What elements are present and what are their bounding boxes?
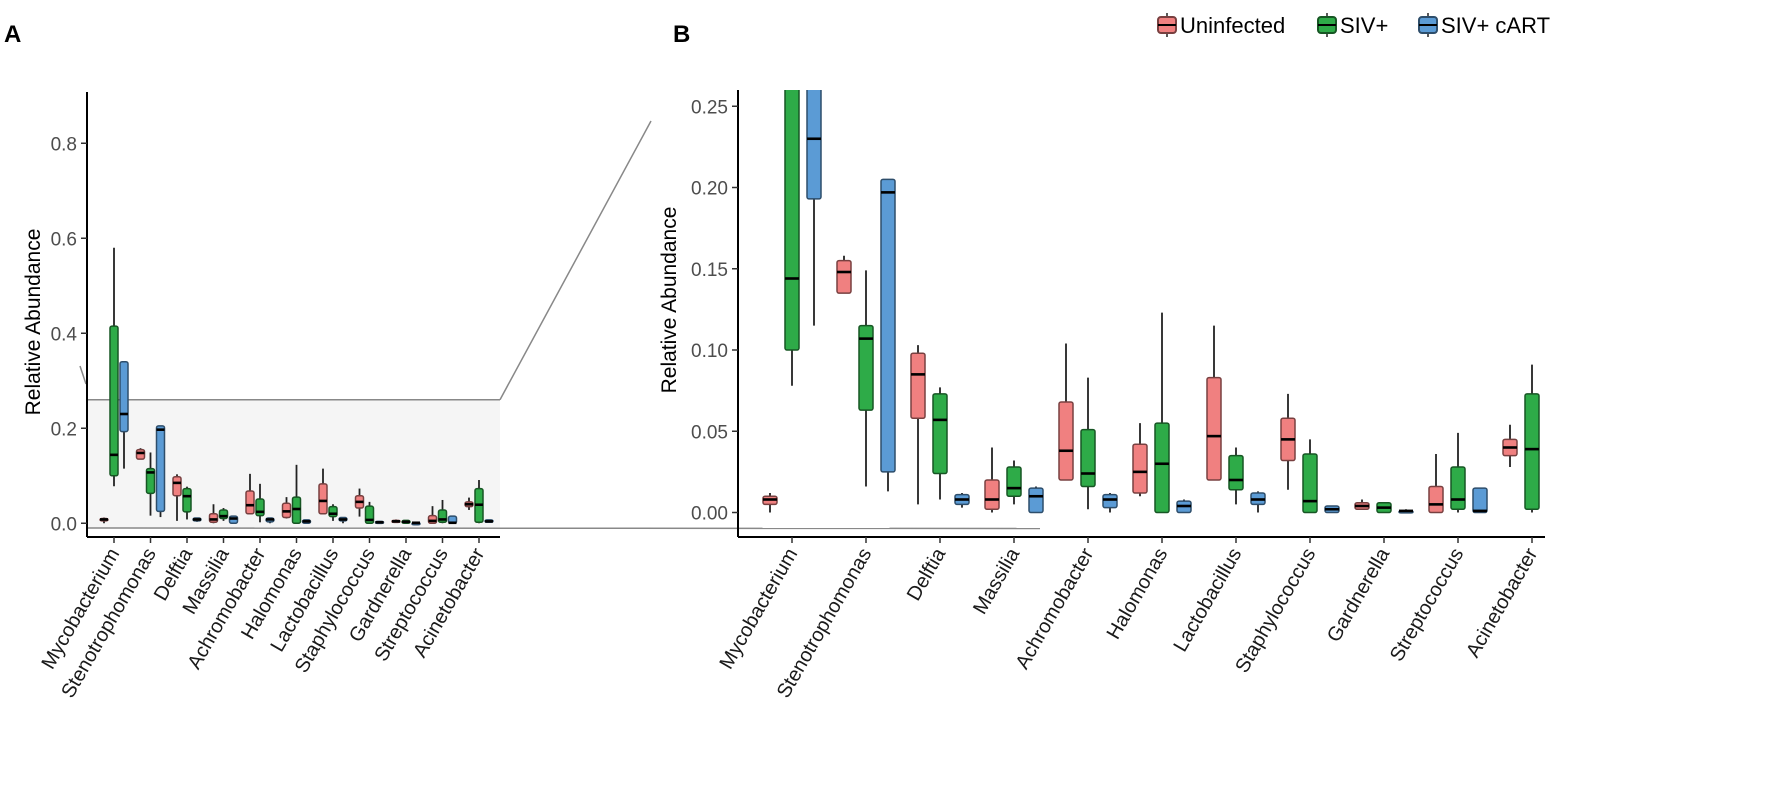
box-siv-: [255, 498, 265, 517]
box-siv-cart: [1472, 487, 1488, 514]
box-uninfected: [1132, 443, 1148, 494]
category-label: Streptococcus: [1386, 545, 1468, 666]
y-tick-label: 0.4: [51, 324, 78, 345]
box-siv-cart: [155, 425, 166, 513]
category-label: Staphylococcus: [1231, 545, 1320, 677]
legend: Uninfected SIV+ SIV+ cART: [1157, 13, 1550, 38]
y-tick-label: 0.10: [691, 341, 728, 362]
boxes-layer: [99, 247, 494, 526]
box-siv-: [1006, 466, 1022, 497]
legend-label: Uninfected: [1180, 13, 1285, 38]
y-tick-label: 0.15: [691, 260, 728, 281]
box-siv-: [858, 324, 874, 411]
legend-label: SIV+ cART: [1441, 13, 1550, 38]
legend-key-uninfected: [1157, 13, 1177, 37]
box-siv-: [1228, 454, 1244, 491]
category-label: Delftia: [903, 544, 951, 605]
box-uninfected: [208, 513, 219, 524]
y-axis-title: Relative Abundance: [658, 207, 681, 394]
box-siv-: [1080, 428, 1096, 488]
legend-label: SIV+: [1340, 13, 1388, 38]
box-siv-: [182, 487, 192, 513]
legend-key-siv-cart: [1418, 13, 1438, 37]
y-tick-label: 0.8: [51, 134, 77, 155]
box-siv-cart: [806, 90, 822, 200]
box-siv-: [932, 393, 948, 475]
box-uninfected: [1428, 485, 1444, 514]
box-siv-: [145, 467, 156, 495]
category-label: Achromobacter: [1011, 544, 1098, 673]
box-siv-: [1154, 422, 1170, 514]
zoom-bottom-line: [86, 527, 1041, 530]
box-uninfected: [135, 448, 146, 460]
box-siv-: [1450, 466, 1466, 510]
boxes-layer: [762, 90, 1561, 514]
y-tick-label: 0.00: [691, 504, 728, 525]
zoom-connector-line: [499, 120, 652, 401]
box-uninfected: [836, 259, 852, 294]
box-uninfected: [245, 490, 255, 515]
y-tick-label: 0.25: [691, 97, 728, 118]
box-siv-: [784, 90, 800, 351]
y-tick-label: 0.6: [51, 229, 77, 250]
box-siv-: [1302, 453, 1318, 514]
box-uninfected: [1206, 376, 1222, 481]
box-uninfected: [1058, 401, 1074, 481]
y-tick-label: 0.05: [691, 422, 728, 443]
box-siv-: [109, 325, 119, 477]
category-label: Mycobacterium: [715, 545, 802, 673]
y-tick-label: 0.20: [691, 179, 728, 200]
category-label: Halomonas: [1103, 545, 1173, 644]
category-label: Acinetobacter: [1462, 544, 1542, 661]
zoom-left-hint: [79, 365, 87, 385]
box-siv-cart: [880, 178, 896, 473]
category-label: Massilia: [969, 544, 1025, 618]
box-uninfected: [318, 483, 328, 515]
panel-label-a: A: [4, 21, 21, 48]
box-siv-: [1524, 393, 1540, 510]
category-label: Lactobacillus: [1169, 545, 1246, 656]
box-siv-cart: [1102, 493, 1118, 509]
y-tick-label: 0.0: [51, 514, 77, 535]
category-label: Gardnerella: [1323, 544, 1395, 646]
y-tick-label: 0.2: [51, 419, 77, 440]
panel-label-b: B: [673, 21, 690, 48]
box-uninfected: [984, 479, 1000, 510]
y-axis-title: Relative Abundance: [22, 229, 45, 416]
box-siv-cart: [119, 361, 129, 433]
box-siv-cart: [1028, 487, 1044, 514]
legend-key-siv-: [1317, 13, 1337, 37]
chart-b-zoomed: 0.00 0.05 0.10 0.15 0.20 0.25 Relative Abundan…: [658, 90, 1561, 702]
box-siv-cart: [1547, 501, 1561, 509]
box-siv-: [328, 505, 338, 518]
box-uninfected: [172, 475, 182, 497]
box-uninfected: [910, 352, 926, 419]
